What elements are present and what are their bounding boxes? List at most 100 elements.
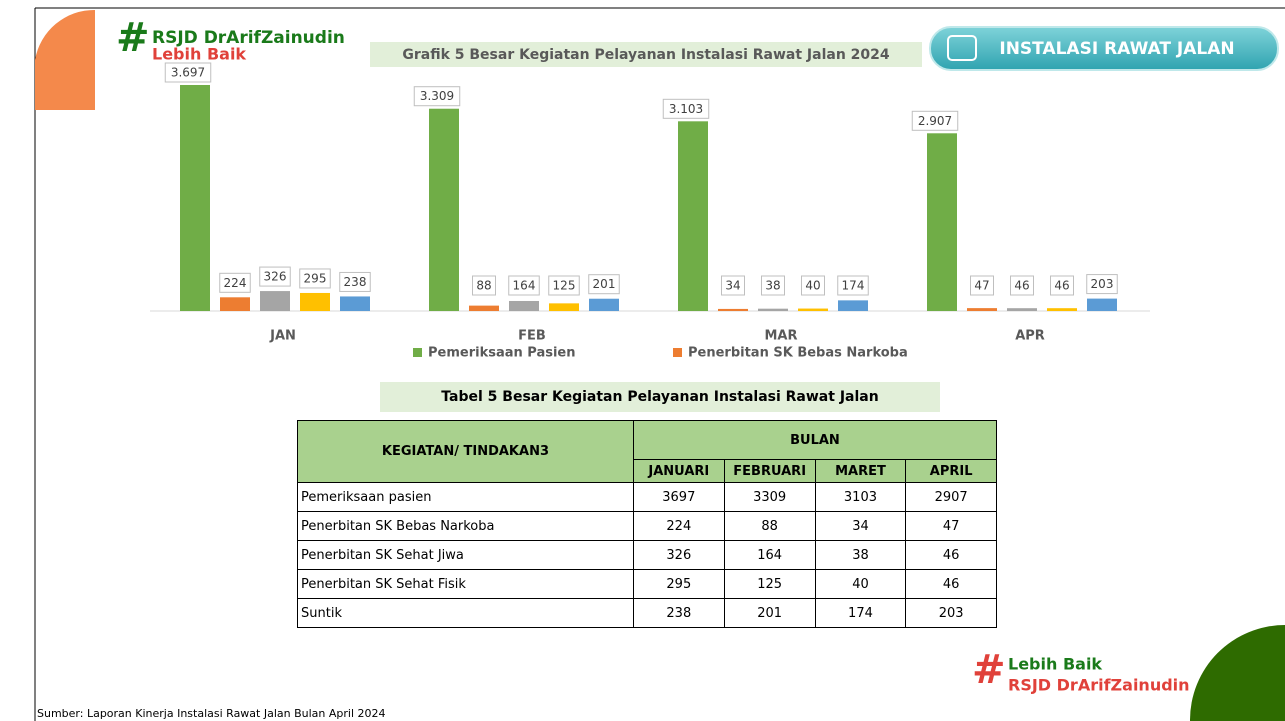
data-label-box — [1010, 275, 1034, 296]
table-row: Suntik 238 201 174 203 — [297, 598, 997, 628]
data-label-box — [413, 86, 461, 107]
cell: 40 — [814, 569, 907, 599]
bar — [718, 308, 748, 311]
cell: 224 — [632, 511, 725, 541]
data-label: 295 — [304, 271, 327, 285]
header-cell: BULAN — [632, 420, 998, 460]
data-label: 224 — [224, 276, 247, 290]
cell: 326 — [632, 540, 725, 570]
bar — [509, 300, 539, 311]
data-label: 47 — [974, 279, 989, 293]
data-label: 238 — [344, 275, 367, 289]
footer-logo-name: RSJD DrArifZainudin — [1008, 676, 1190, 695]
data-label-box — [299, 268, 331, 289]
data-table: KEGIATAN/ TINDAKAN3 BULAN JANUARI FEBRUARI M… — [297, 420, 998, 628]
table-row: Penerbitan SK Bebas Narkoba 224 88 34 47 — [297, 511, 997, 541]
cell: 38 — [814, 540, 907, 570]
data-label: 40 — [805, 279, 820, 293]
bar — [1087, 298, 1117, 311]
cell: 203 — [905, 598, 997, 628]
badge — [929, 26, 1279, 71]
data-label: 164 — [513, 279, 536, 293]
data-label-box — [761, 275, 785, 296]
cell: 3309 — [723, 482, 816, 512]
data-label: 46 — [1054, 279, 1069, 293]
cell: 174 — [814, 598, 907, 628]
cell: 2907 — [905, 482, 997, 512]
header-row: KEGIATAN/ TINDAKAN3 BULAN — [297, 420, 998, 483]
row-label: Penerbitan SK Bebas Narkoba — [297, 511, 634, 541]
data-label: 125 — [553, 279, 576, 293]
row-label: Pemeriksaan pasien — [297, 482, 634, 512]
bar — [180, 85, 210, 311]
hash-icon: # — [972, 647, 1006, 693]
header-cell: FEBRUARI — [723, 459, 816, 483]
hash-icon: # — [116, 15, 150, 61]
cell: 238 — [632, 598, 725, 628]
x-tick-label: JAN — [269, 329, 296, 344]
data-label-box — [548, 275, 580, 296]
x-tick-label: MAR — [764, 329, 797, 344]
data-label-box — [164, 62, 212, 83]
cell: 125 — [723, 569, 816, 599]
data-label-box — [1086, 274, 1118, 295]
bar — [758, 308, 788, 311]
table-row: Penerbitan SK Sehat Jiwa 326 164 38 46 — [297, 540, 997, 570]
data-label-box — [911, 110, 959, 131]
bar — [220, 297, 250, 311]
bar — [589, 298, 619, 311]
data-label-box — [339, 271, 371, 292]
legend-swatch — [673, 348, 682, 357]
bar — [300, 292, 330, 311]
bar — [340, 296, 370, 311]
data-label-box — [472, 275, 496, 296]
x-tick-label: APR — [1015, 329, 1045, 344]
logo-tag: Lebih Baik — [152, 45, 246, 64]
bar — [469, 305, 499, 311]
data-label: 3.309 — [420, 89, 454, 103]
header-row: JANUARI FEBRUARI MARET APRIL — [298, 459, 997, 483]
data-label: 88 — [476, 279, 491, 293]
badge-icon — [947, 35, 977, 61]
bar — [838, 300, 868, 311]
data-label: 201 — [593, 277, 616, 291]
legend-swatch — [413, 348, 422, 357]
cell: 3103 — [814, 482, 907, 512]
bar — [1007, 308, 1037, 311]
data-label-box — [837, 275, 869, 296]
bar — [967, 308, 997, 311]
x-tick-label: FEB — [518, 329, 546, 344]
data-label-box — [721, 275, 745, 296]
header-cell: KEGIATAN/ TINDAKAN3 — [297, 420, 634, 483]
data-label-box — [219, 272, 251, 293]
cell: 164 — [723, 540, 816, 570]
header-cell: JANUARI — [632, 459, 725, 483]
table-row: Pemeriksaan pasien 3697 3309 3103 2907 — [297, 482, 997, 512]
legend-label: Pemeriksaan Pasien — [428, 346, 576, 361]
bar — [927, 133, 957, 311]
chart-title: Grafik 5 Besar Kegiatan Pelayanan Instal… — [402, 47, 890, 63]
header-cell: APRIL — [905, 459, 997, 483]
data-label-box — [259, 266, 291, 287]
logo-name: RSJD DrArifZainudin — [152, 28, 345, 48]
data-label: 46 — [1014, 279, 1029, 293]
legend-label: Penerbitan SK Bebas Narkoba — [688, 346, 908, 361]
row-label: Suntik — [297, 598, 634, 628]
cell: 34 — [814, 511, 907, 541]
table-row: Penerbitan SK Sehat Fisik 295 125 40 46 — [297, 569, 997, 599]
bar — [549, 303, 579, 311]
table-title: Tabel 5 Besar Kegiatan Pelayanan Instala… — [441, 389, 878, 405]
bar — [260, 291, 290, 311]
source-note: Sumber: Laporan Kinerja Instalasi Rawat … — [37, 707, 386, 720]
footer-logo-tag: Lebih Baik — [1008, 655, 1102, 674]
data-label-box — [662, 98, 710, 119]
header-cell: MARET — [814, 459, 907, 483]
data-label-box — [801, 275, 825, 296]
cell: 88 — [723, 511, 816, 541]
data-label: 3.697 — [171, 66, 205, 80]
cell: 3697 — [632, 482, 725, 512]
cell: 47 — [905, 511, 997, 541]
corner-shape — [1189, 625, 1285, 721]
table-title-box — [380, 382, 940, 412]
